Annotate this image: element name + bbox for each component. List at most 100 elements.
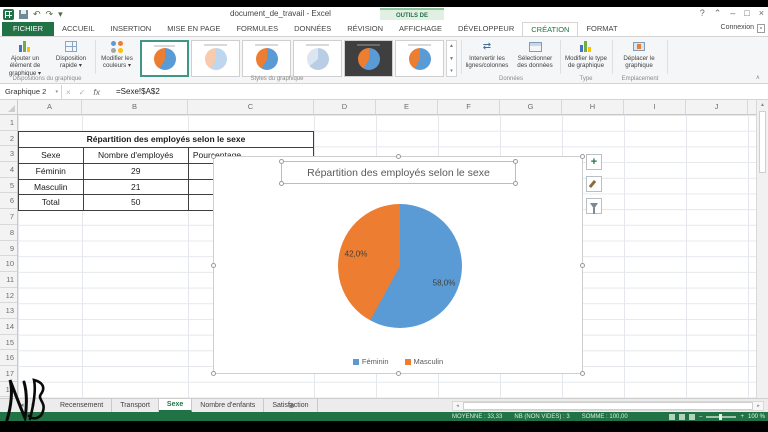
ribbon-tab-fichier[interactable]: FICHIER xyxy=(2,22,54,36)
page-break-view-icon[interactable] xyxy=(689,413,696,420)
chart-handle[interactable] xyxy=(580,154,585,159)
table-header-pourcentage[interactable]: Pourcentage xyxy=(187,148,313,164)
table-cell[interactable]: Total xyxy=(41,197,60,208)
title-handle[interactable] xyxy=(513,159,518,164)
table-row[interactable]: Féminin 29 xyxy=(19,163,313,179)
row-header-10[interactable]: 10 xyxy=(0,256,17,272)
table-cell[interactable]: Masculin xyxy=(34,181,68,192)
sheet-tab-satisfaction[interactable]: Satisfaction xyxy=(264,399,318,412)
scroll-left-icon[interactable]: ◂ xyxy=(456,403,459,409)
select-data-button[interactable]: Sélectionner des données xyxy=(512,39,558,75)
help-button[interactable]: ? xyxy=(699,8,705,18)
row-header-4[interactable]: 4 xyxy=(0,162,17,178)
row-header-13[interactable]: 13 xyxy=(0,303,17,319)
sheet-tab-transport[interactable]: Transport xyxy=(112,399,159,412)
table-cell[interactable]: Féminin xyxy=(35,166,66,177)
table-row[interactable]: Masculin 21 xyxy=(19,178,313,195)
normal-view-icon[interactable] xyxy=(669,413,676,420)
table-cell[interactable] xyxy=(187,164,313,179)
sheet-tab-nombre-d-enfants[interactable]: Nombre d'enfants xyxy=(192,399,265,412)
table-title-row[interactable]: Répartition des employés selon le sexe xyxy=(19,132,313,148)
sheet-prev-icon[interactable]: ◂ xyxy=(20,402,24,409)
zoom-in-icon[interactable]: + xyxy=(740,413,744,420)
sheet-tab-recensement[interactable]: Recensement xyxy=(52,399,113,412)
chart-title-box[interactable]: Répartition des employés selon le sexe xyxy=(279,159,518,186)
gallery-up-icon[interactable]: ▲ xyxy=(449,43,454,49)
excel-logo-icon[interactable] xyxy=(3,9,14,20)
chart-handle[interactable] xyxy=(396,371,401,376)
sheet-next-icon[interactable]: ▸ xyxy=(31,402,36,409)
table-cell[interactable]: 29 xyxy=(82,164,188,179)
row-header-2[interactable]: 2 xyxy=(0,131,17,147)
title-handle[interactable] xyxy=(513,181,518,186)
table-header-sexe[interactable]: Sexe xyxy=(41,150,61,161)
column-header-h[interactable]: H xyxy=(562,100,624,114)
ribbon-tab-affichage[interactable]: AFFICHAGE xyxy=(399,24,442,33)
chart-filters-button[interactable] xyxy=(586,198,602,214)
horizontal-scrollbar[interactable]: ◂ ▸ xyxy=(452,401,764,411)
row-header-7[interactable]: 7 xyxy=(0,209,17,225)
column-header-g[interactable]: G xyxy=(500,100,562,114)
move-chart-button[interactable]: Déplacer le graphique xyxy=(616,39,662,75)
chart-handle[interactable] xyxy=(211,371,216,376)
row-header-16[interactable]: 16 xyxy=(0,350,17,366)
sheet-tab-sexe[interactable]: Sexe xyxy=(158,399,193,412)
zoom-level[interactable]: 100 % xyxy=(747,413,765,420)
name-box[interactable]: Graphique 2 ▾ xyxy=(0,85,62,99)
table-cell[interactable]: 21 xyxy=(82,179,188,195)
row-header-6[interactable]: 6 xyxy=(0,193,17,210)
table-header-row[interactable]: Sexe Nombre d'employésPourcentage xyxy=(19,147,313,164)
chart-legend[interactable]: Féminin Masculin xyxy=(214,357,582,366)
row-header-9[interactable]: 9 xyxy=(0,241,17,257)
row-header-17[interactable]: 17 xyxy=(0,366,17,382)
row-header-14[interactable]: 14 xyxy=(0,319,17,335)
ribbon-display-options-button[interactable]: ⌃ xyxy=(713,8,722,18)
undo-icon[interactable]: ↶ xyxy=(33,9,41,19)
cancel-icon[interactable]: × xyxy=(66,87,71,97)
scroll-right-icon[interactable]: ▸ xyxy=(757,403,760,409)
new-sheet-icon[interactable]: ⊕ xyxy=(288,401,295,410)
vertical-scroll-thumb[interactable] xyxy=(759,111,766,173)
legend-item-feminin[interactable]: Féminin xyxy=(352,357,389,366)
save-icon[interactable] xyxy=(19,10,28,19)
table-cell[interactable] xyxy=(187,179,313,195)
chart-handle[interactable] xyxy=(211,263,216,268)
column-header-d[interactable]: D xyxy=(314,100,376,114)
chart-style-thumb-style-3[interactable] xyxy=(242,40,291,77)
column-header-c[interactable]: C xyxy=(188,100,314,114)
quick-layout-button[interactable]: Disposition rapide ▾ xyxy=(48,39,94,75)
customize-qat-icon[interactable]: ▾ xyxy=(58,9,63,19)
row-header-12[interactable]: 12 xyxy=(0,288,17,304)
zoom-out-icon[interactable]: – xyxy=(699,413,703,420)
enter-icon[interactable]: ✓ xyxy=(78,87,86,97)
vertical-scrollbar[interactable]: ▲ xyxy=(756,100,768,398)
restore-button[interactable]: □ xyxy=(744,8,750,18)
chart-handle[interactable] xyxy=(211,154,216,159)
gallery-scroll-buttons[interactable]: ▲ ▼ ▾ xyxy=(446,40,457,77)
change-chart-type-button[interactable]: Modifier le type de graphique xyxy=(563,39,609,75)
chart-handle[interactable] xyxy=(580,371,585,376)
scroll-up-icon[interactable]: ▲ xyxy=(760,102,765,108)
chart-style-thumb-style-1[interactable] xyxy=(140,40,189,77)
gallery-down-icon[interactable]: ▼ xyxy=(449,55,454,62)
column-header-e[interactable]: E xyxy=(376,100,438,114)
column-header-b[interactable]: B xyxy=(82,100,188,114)
close-button[interactable]: × xyxy=(758,8,764,18)
ribbon-tab-mise-en-page[interactable]: MISE EN PAGE xyxy=(167,24,221,33)
chart-handle[interactable] xyxy=(580,263,585,268)
table-cell[interactable] xyxy=(187,195,313,211)
column-header-f[interactable]: F xyxy=(438,100,500,114)
change-colors-button[interactable]: Modifier les couleurs ▾ xyxy=(96,39,138,75)
minimize-button[interactable]: – xyxy=(730,8,736,18)
column-header-a[interactable]: A xyxy=(18,100,82,114)
ribbon-tab-format[interactable]: FORMAT xyxy=(586,24,618,33)
pie-chart[interactable]: Répartition des employés selon le sexe 5… xyxy=(211,154,585,376)
row-header-3[interactable]: 3 xyxy=(0,146,17,163)
ribbon-tab-revision[interactable]: RÉVISION xyxy=(347,24,384,33)
gallery-more-icon[interactable]: ▾ xyxy=(450,68,453,74)
ribbon-tab-formules[interactable]: FORMULES xyxy=(236,24,279,33)
row-header-5[interactable]: 5 xyxy=(0,178,17,194)
ribbon-tab-creation[interactable]: CRÉATION xyxy=(522,22,579,36)
account-icon[interactable] xyxy=(757,24,765,33)
title-handle[interactable] xyxy=(279,159,284,164)
